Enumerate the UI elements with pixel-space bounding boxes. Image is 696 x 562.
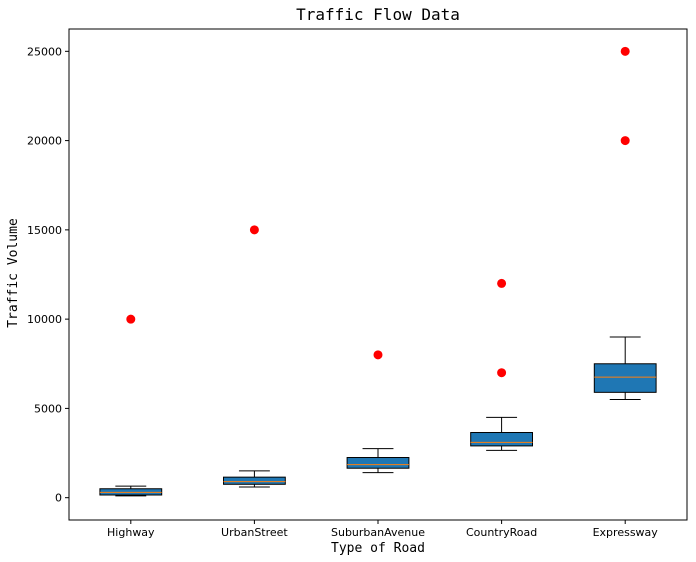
plot-frame xyxy=(68,28,688,521)
x-axis-label: Type of Road xyxy=(331,541,425,556)
outlier-point xyxy=(620,136,630,146)
box-iqr xyxy=(346,457,410,469)
y-tick-label: 15000 xyxy=(27,224,62,237)
x-tick-label: Expressway xyxy=(593,526,659,539)
y-tick-label: 20000 xyxy=(27,135,62,148)
x-tick-label: UrbanStreet xyxy=(221,526,288,539)
y-axis-label: Traffic Volume xyxy=(6,218,21,328)
y-tick-label: 5000 xyxy=(34,402,62,415)
outlier-point xyxy=(497,278,507,288)
x-tick-label: CountryRoad xyxy=(466,526,537,539)
y-tick-label: 10000 xyxy=(27,313,62,326)
plot-area: 0 5000 10000 15000 20000 25000 Highway UrbanStr… xyxy=(27,28,688,539)
x-tick-label: SuburbanAvenue xyxy=(331,526,425,539)
x-tick-label: Highway xyxy=(107,526,155,539)
outlier-point xyxy=(620,46,630,56)
y-tick-label: 25000 xyxy=(27,45,62,58)
outlier-point xyxy=(249,225,259,235)
y-tick-label: 0 xyxy=(55,492,62,505)
box-iqr xyxy=(223,476,286,485)
outlier-point xyxy=(373,350,383,360)
box-iqr xyxy=(593,363,657,393)
outlier-point xyxy=(497,368,507,378)
outlier-point xyxy=(126,314,136,324)
chart-title: Traffic Flow Data xyxy=(296,5,460,24)
box-iqr xyxy=(470,432,534,447)
